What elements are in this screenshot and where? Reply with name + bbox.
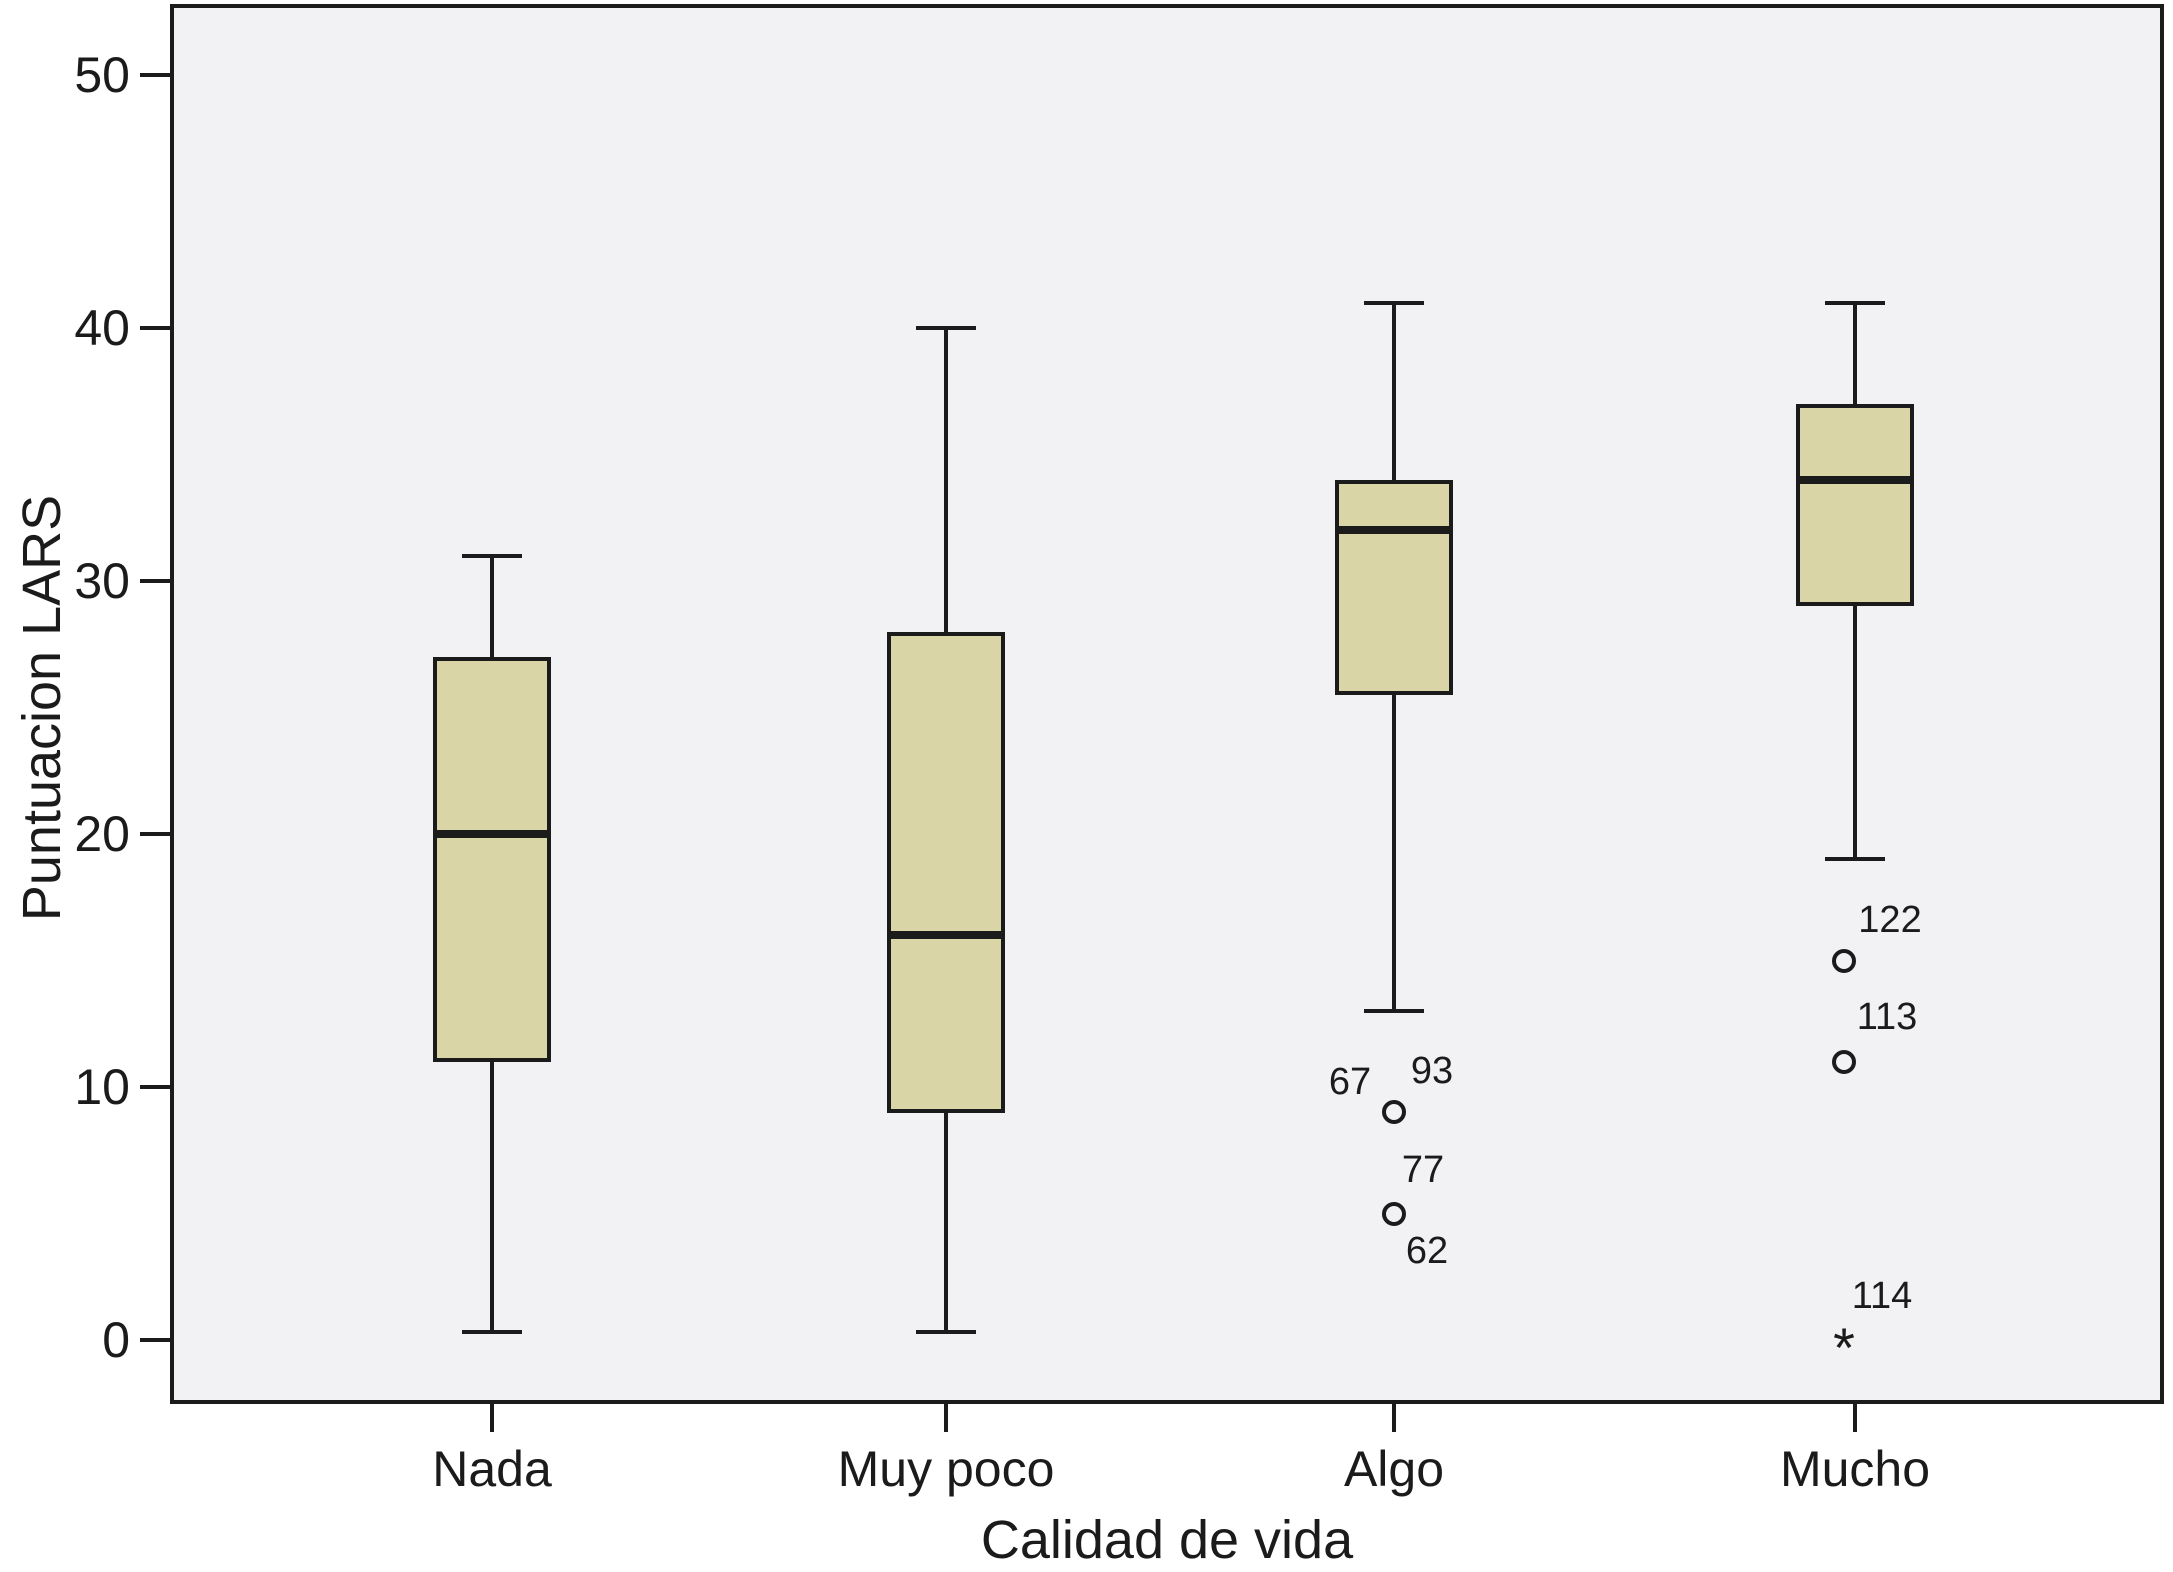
y-tick-label: 0 (102, 1312, 130, 1368)
x-tick-mucho (1853, 1404, 1857, 1432)
y-tick (140, 1085, 170, 1089)
plot-area (170, 4, 2164, 1404)
y-axis-title: Puntuacion LARS (12, 494, 72, 922)
x-axis-title: Calidad de vida (980, 1510, 1354, 1570)
y-tick (140, 1338, 170, 1342)
x-category-label-muy-poco: Muy poco (837, 1441, 1055, 1497)
y-tick (140, 73, 170, 77)
x-tick-algo (1392, 1404, 1396, 1432)
y-tick (140, 579, 170, 583)
x-tick-nada (490, 1404, 494, 1432)
y-tick-label: 40 (74, 300, 130, 356)
y-tick (140, 832, 170, 836)
x-tick-muy-poco (944, 1404, 948, 1432)
x-category-label-mucho: Mucho (1779, 1441, 1931, 1497)
x-category-label-algo: Algo (1343, 1441, 1445, 1497)
y-tick (140, 326, 170, 330)
y-tick-label: 10 (74, 1059, 130, 1115)
x-category-label-nada: Nada (432, 1441, 552, 1497)
y-tick-label: 50 (74, 47, 130, 103)
